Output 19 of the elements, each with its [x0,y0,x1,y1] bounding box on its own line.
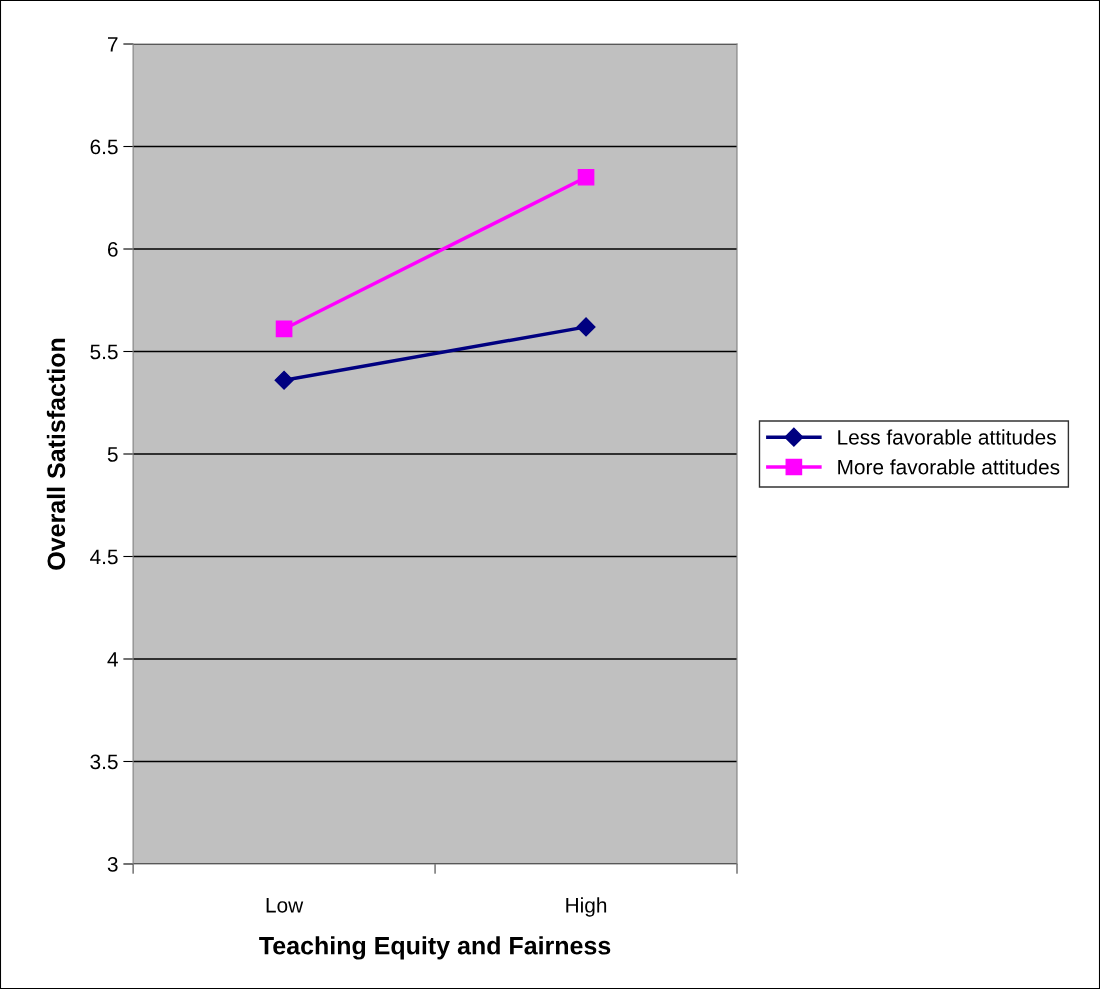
legend-label: Less favorable attitudes [838,429,1056,445]
point [576,317,596,337]
x-axis-title: Teaching Equity and Fairness [259,936,611,960]
y-tick-label: 6 [107,242,118,257]
y-tick-label: 4 [107,652,118,667]
y-axis-title: Overall Satisfaction [46,338,66,570]
x-tick-label: Low [266,898,304,913]
point [577,168,595,186]
y-tick-label: 5 [107,447,118,462]
y-tick-label: 3.5 [90,754,118,770]
y-tick-label: 4.5 [90,549,118,565]
point [274,370,294,390]
y-tick-label: 6.5 [90,139,118,155]
y-tick-label: 3 [107,856,118,872]
y-tick-label: 7 [108,37,118,52]
point [275,320,293,338]
legend-label: More favorable attitudes [838,459,1060,475]
y-tick-label: 5.5 [90,344,118,360]
x-tick-label: High [566,897,607,917]
